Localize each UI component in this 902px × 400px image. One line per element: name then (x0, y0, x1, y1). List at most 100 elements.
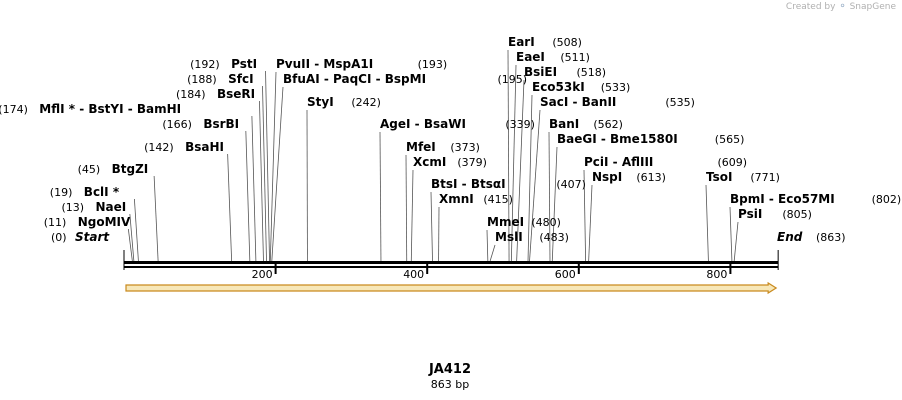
snapgene-credit: Created by ⚬ SnapGene (786, 1, 896, 12)
site-label[interactable]: (142) BsaHI (144, 140, 224, 154)
site-position: (609) (718, 156, 748, 169)
site-label[interactable]: SacI - BanII (535) (540, 95, 695, 109)
enzyme-name[interactable]: XmnI (439, 192, 474, 206)
enzyme-name[interactable]: BaeGI - Bme1580I (557, 132, 678, 146)
site-label[interactable]: XmnI (415) (439, 192, 513, 206)
enzyme-name[interactable]: NgoMIV (78, 215, 131, 229)
site-label[interactable]: BpmI - Eco57MI (802) (730, 192, 901, 206)
site-label[interactable]: (192) PstI (190, 57, 257, 71)
enzyme-name[interactable]: NaeI (95, 200, 126, 214)
enzyme-name[interactable]: MflI * - BstYI - BamHI (39, 102, 181, 116)
start-position: (0) (51, 231, 67, 244)
enzyme-name[interactable]: EaeI (516, 50, 545, 64)
enzyme-name[interactable]: BfuAI - PaqCI - BspMI (283, 72, 426, 86)
enzyme-name[interactable]: BclI * (84, 185, 120, 199)
site-label[interactable]: PsiI (805) (738, 207, 812, 221)
enzyme-name[interactable]: BanI (549, 117, 579, 131)
feature-arrow[interactable] (125, 281, 778, 295)
enzyme-name[interactable]: Eco53kI (532, 80, 585, 94)
site-position: (771) (750, 171, 780, 184)
site-label[interactable]: BaeGI - Bme1580I (565) (557, 132, 744, 146)
cut-site-line (410, 169, 414, 262)
enzyme-name[interactable]: EarI (508, 35, 535, 49)
enzyme-name[interactable]: XcmI (413, 155, 446, 169)
cut-site-line (516, 79, 525, 262)
site-label[interactable]: NspI (613) (592, 170, 666, 184)
credit-text: Created by (785, 2, 836, 12)
site-label[interactable]: TsoI (771) (706, 170, 780, 184)
site-position: (480) (531, 216, 561, 229)
site-position: (802) (872, 193, 902, 206)
enzyme-name[interactable]: TsoI (706, 170, 732, 184)
site-label[interactable]: (188) SfcI (187, 72, 253, 86)
site-position: (613) (636, 171, 666, 184)
site-label[interactable]: (11) NgoMIV (44, 215, 131, 229)
enzyme-name[interactable]: PciI - AflIII (584, 155, 653, 169)
site-label[interactable]: PciI - AflIII (609) (584, 155, 747, 169)
ruler-tick-label: 800 (706, 268, 727, 281)
site-label[interactable]: BfuAI - PaqCI - BspMI (195) (283, 72, 527, 86)
cut-site-line (265, 70, 270, 262)
cut-site-line (262, 85, 267, 262)
enzyme-name[interactable]: PvuII - MspA1I (276, 57, 373, 71)
enzyme-name[interactable]: NspI (592, 170, 622, 184)
enzyme-name[interactable]: BsrBI (203, 117, 239, 131)
cut-site-line (245, 130, 251, 262)
enzyme-name[interactable]: BpmI - Eco57MI (730, 192, 835, 206)
cut-site-line (129, 213, 135, 262)
site-label[interactable]: BsiEI (518) (524, 65, 606, 79)
site-label[interactable]: MmeI (480) (487, 215, 561, 229)
site-label[interactable]: MfeI (373) (406, 140, 480, 154)
site-label[interactable]: PvuII - MspA1I (193) (276, 57, 447, 71)
enzyme-name[interactable]: AgeI - BsaWI (380, 117, 466, 131)
enzyme-name[interactable]: BseRI (217, 87, 255, 101)
site-label[interactable]: (13) NaeI (61, 200, 126, 214)
site-position: (11) (44, 216, 67, 229)
site-label[interactable]: (174) MflI * - BstYI - BamHI (0, 102, 181, 116)
site-label[interactable]: (45) BtgZI (78, 162, 149, 176)
enzyme-name[interactable]: BtsI - BtsαI (431, 177, 506, 191)
cut-site-line (153, 175, 159, 262)
cut-site-line (259, 100, 264, 262)
site-label[interactable]: StyI (242) (307, 95, 381, 109)
sequence-backbone (124, 261, 778, 268)
cut-site-line (227, 153, 233, 262)
site-position: (184) (176, 88, 206, 101)
site-label[interactable]: (184) BseRI (176, 87, 255, 101)
cut-site-line (269, 71, 277, 262)
site-label[interactable]: (166) BsrBI (162, 117, 239, 131)
site-label[interactable]: EarI (508) (508, 35, 582, 49)
cut-site-line (430, 191, 433, 262)
end-position: (863) (816, 231, 846, 244)
site-label[interactable]: XcmI (379) (413, 155, 487, 169)
cut-site-line (379, 131, 382, 262)
enzyme-name[interactable]: BtgZI (112, 162, 149, 176)
site-label[interactable]: AgeI - BsaWI (339) (380, 117, 535, 131)
enzyme-name[interactable]: SfcI (228, 72, 253, 86)
feature-arrow-shape[interactable] (125, 281, 778, 295)
map-length: 863 bp (431, 378, 469, 391)
cut-site-line (134, 198, 139, 262)
enzyme-name[interactable]: MslI (495, 230, 523, 244)
enzyme-name[interactable]: SacI - BanII (540, 95, 616, 109)
cut-site-line (271, 86, 284, 262)
site-label[interactable]: BanI (562) (549, 117, 623, 131)
site-position: (142) (144, 141, 174, 154)
enzyme-name[interactable]: MfeI (406, 140, 436, 154)
enzyme-name[interactable]: StyI (307, 95, 334, 109)
site-position: (373) (450, 141, 480, 154)
cut-site-line (588, 184, 593, 262)
enzyme-name[interactable]: MmeI (487, 215, 524, 229)
site-label[interactable]: EaeI (511) (516, 50, 590, 64)
enzyme-name[interactable]: BsiEI (524, 65, 557, 79)
enzyme-name[interactable]: PstI (231, 57, 257, 71)
site-label[interactable]: BtsI - BtsαI (407) (431, 177, 586, 191)
site-label[interactable]: Eco53kI (533) (532, 80, 630, 94)
site-label[interactable]: MslI (483) (495, 230, 569, 244)
enzyme-name[interactable]: BsaHI (185, 140, 224, 154)
site-position: (174) (0, 103, 28, 116)
enzyme-name[interactable]: PsiI (738, 207, 762, 221)
start-label: Start (75, 230, 110, 244)
site-position: (805) (782, 208, 812, 221)
site-label[interactable]: (19) BclI * (50, 185, 120, 199)
